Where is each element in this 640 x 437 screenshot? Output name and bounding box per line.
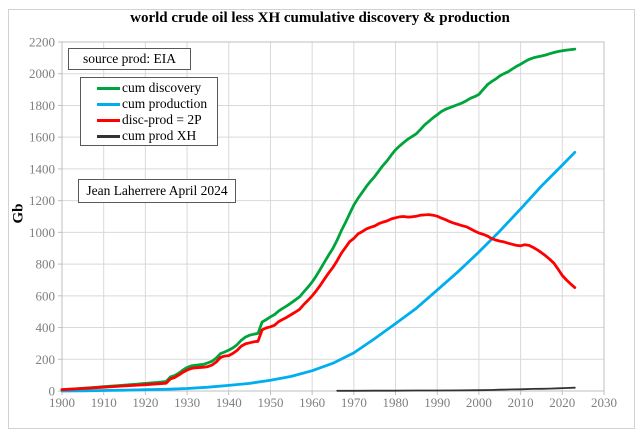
x-tick-label: 1960: [299, 395, 325, 410]
x-tick-label: 2010: [508, 395, 534, 410]
y-tick-label: 600: [36, 288, 56, 303]
source-annotation-box: source prod: EIA: [68, 48, 191, 70]
legend-label: cum prod XH: [122, 128, 197, 143]
credit-annotation-box: Jean Laherrere April 2024: [78, 179, 236, 203]
y-tick-label: 400: [36, 320, 56, 335]
series-line-cum-production: [60, 150, 577, 393]
y-tick-label: 200: [36, 352, 56, 367]
y-tick-label: 1200: [29, 193, 55, 208]
x-tick-label: 2020: [549, 395, 575, 410]
legend-label: cum discovery: [122, 80, 202, 95]
x-tick-label: 1980: [383, 395, 409, 410]
x-tick-label: 1900: [49, 395, 75, 410]
series-line-cum-discovery: [60, 47, 577, 392]
x-tick-label: 1930: [174, 395, 200, 410]
x-tick-label: 1990: [424, 395, 450, 410]
plot-border: [61, 41, 605, 392]
legend-item: disc-prod = 2P: [97, 112, 217, 128]
legend-item: cum prod XH: [97, 128, 217, 144]
legend-item: cum discovery: [97, 80, 217, 96]
legend-label: cum production: [122, 96, 208, 111]
y-tick-label: 2000: [29, 66, 55, 81]
x-tick-label: 1940: [216, 395, 242, 410]
y-tick-label: 1400: [29, 161, 55, 176]
chart-outer-border: [8, 9, 635, 429]
y-tick-label: 1000: [29, 225, 55, 240]
legend-swatch-3: [97, 134, 120, 138]
legend: cum discovery cum production disc-prod = 2…: [80, 77, 218, 146]
series-line-cum-prod-xh: [336, 386, 576, 392]
legend-label: disc-prod = 2P: [122, 112, 202, 127]
y-tick-label: 1600: [29, 130, 55, 145]
series-line-disc-prod-2p: [60, 213, 577, 392]
chart-title: world crude oil less XH cumulative disco…: [130, 10, 510, 26]
x-tick-label: 1920: [132, 395, 158, 410]
y-tick-label: 2200: [29, 35, 55, 50]
x-tick-label: 1970: [341, 395, 367, 410]
y-tick-label: 800: [36, 257, 56, 272]
x-tick-label: 2030: [591, 395, 617, 410]
legend-swatch-0: [97, 86, 120, 90]
legend-item: cum production: [97, 96, 217, 112]
x-tick-label: 1910: [91, 395, 117, 410]
y-tick-label: 1800: [29, 98, 55, 113]
x-tick-label: 1950: [257, 395, 283, 410]
legend-swatch-1: [97, 102, 120, 106]
legend-swatch-2: [97, 118, 120, 122]
x-tick-label: 2000: [466, 395, 492, 410]
y-tick-label: 0: [49, 384, 56, 399]
